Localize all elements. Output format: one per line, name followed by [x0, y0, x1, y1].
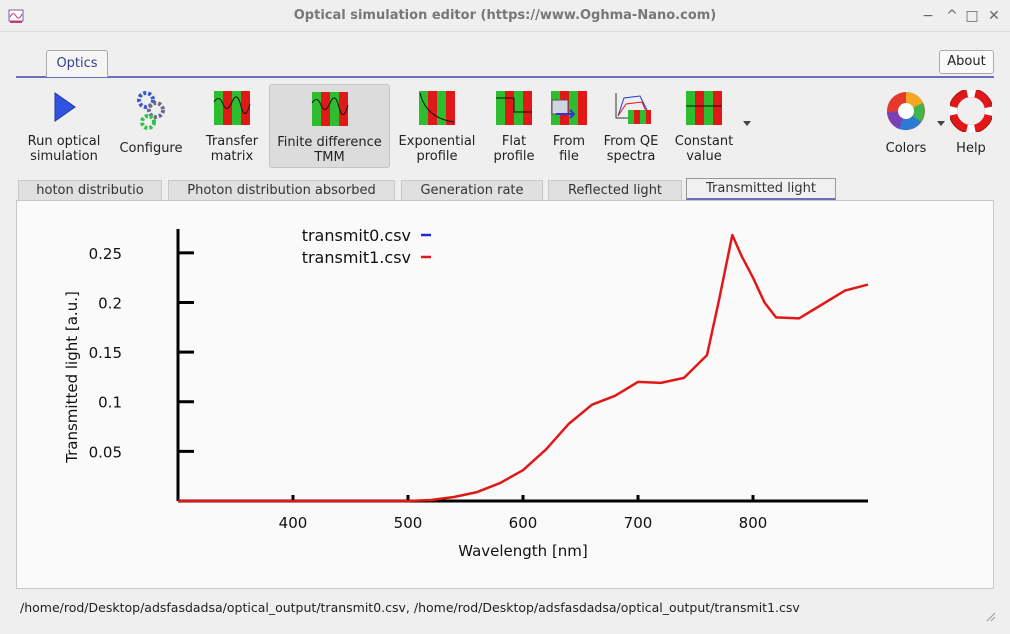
toolbar: Run optical simulation Configure Transfe… [16, 80, 996, 170]
from-qe-spectra-button[interactable]: From QE spectra [596, 84, 666, 168]
run-label-2: simulation [30, 149, 98, 164]
legend-label-1: transmit1.csv [302, 248, 411, 267]
x-tick-label: 400 [279, 514, 308, 532]
color-wheel-icon [887, 92, 925, 131]
x-axis-label: Wavelength [nm] [458, 542, 588, 560]
tab-optics[interactable]: Optics [46, 50, 108, 77]
app-icon [8, 9, 24, 23]
fdtmm-label-1: Finite difference [277, 135, 382, 150]
configure-label: Configure [119, 141, 183, 156]
colors-label: Colors [885, 141, 927, 156]
configure-button[interactable]: Configure [116, 84, 186, 168]
y-tick-label: 0.05 [89, 443, 122, 461]
x-tick-label: 800 [739, 514, 768, 532]
transfer-matrix-button[interactable]: Transfer matrix [192, 84, 272, 168]
play-icon [54, 92, 76, 122]
gears-icon [137, 91, 165, 130]
y-tick-label: 0.25 [89, 245, 122, 263]
y-axis-label: Transmitted light [a.u.] [63, 291, 81, 464]
flat-label-2: profile [493, 149, 535, 164]
constant-value-icon [686, 91, 722, 125]
colors-button[interactable]: Colors [876, 84, 936, 168]
qe-label-2: spectra [606, 149, 656, 164]
tab-transmitted-light[interactable]: Transmitted light [686, 178, 836, 200]
x-tick-label: 700 [624, 514, 653, 532]
help-button[interactable]: Help [946, 84, 996, 168]
y-tick-label: 0.15 [89, 344, 122, 362]
colors-dropdown-icon[interactable] [936, 120, 946, 128]
plot-area[interactable]: 400 500 600 700 800 0.05 0.1 0.15 0.2 0.25 transm… [16, 200, 994, 589]
minimize-button[interactable]: − [922, 8, 934, 24]
transfer-matrix-icon [213, 91, 251, 125]
tab-photon-distribution[interactable]: hoton distributio [18, 180, 162, 201]
chart-legend: transmit0.csv transmit1.csv [302, 226, 431, 267]
output-tabs: hoton distributio Photon distribution ab… [16, 178, 996, 202]
maximize-button[interactable]: □ [965, 8, 979, 24]
exp-label-2: profile [416, 149, 458, 164]
flat-profile-button[interactable]: Flat profile [486, 84, 542, 168]
tab-generation-rate[interactable]: Generation rate [401, 180, 543, 201]
chart-axes [176, 229, 868, 503]
fdtmm-label-2: TMM [314, 150, 345, 165]
flat-label-1: Flat [501, 134, 527, 149]
main-area: Optics About Run optical simulation Conf… [8, 40, 1002, 626]
run-label-1: Run optical [27, 134, 101, 149]
x-tick-label: 500 [394, 514, 423, 532]
exponential-profile-icon [419, 91, 455, 125]
y-tick-label: 0.1 [98, 394, 122, 412]
file-label-1: From [552, 134, 586, 149]
chart-ticks: 400 500 600 700 800 0.05 0.1 0.15 0.2 0.25 [89, 245, 768, 532]
transmitted-light-chart[interactable]: 400 500 600 700 800 0.05 0.1 0.15 0.2 0.25 transm… [17, 201, 993, 588]
tab-reflected-light[interactable]: Reflected light [548, 180, 682, 201]
exp-label-1: Exponential [398, 134, 476, 149]
status-bar: /home/rod/Desktop/adsfasdadsa/optical_ou… [20, 600, 800, 615]
flat-profile-icon [496, 91, 532, 125]
help-label: Help [956, 141, 986, 156]
resize-grip-icon[interactable] [984, 610, 996, 622]
qe-spectra-icon [615, 93, 651, 124]
chart-series [178, 233, 869, 503]
finite-difference-tmm-button[interactable]: Finite difference TMM [269, 84, 390, 168]
about-button[interactable]: About [939, 50, 994, 74]
from-file-icon [551, 91, 587, 125]
window-title: Optical simulation editor (https://www.O… [293, 8, 717, 23]
transfer-label-1: Transfer [205, 134, 259, 149]
x-tick-label: 600 [509, 514, 538, 532]
const-label-2: value [686, 149, 722, 164]
ribbon-tab-bar: Optics About [16, 50, 994, 78]
constant-value-button[interactable]: Constant value [668, 84, 740, 168]
title-bar: Optical simulation editor (https://www.O… [0, 0, 1010, 32]
series-line-1 [178, 233, 869, 503]
toolbar-overflow-dropdown-icon[interactable] [742, 120, 752, 128]
from-file-button[interactable]: From file [546, 84, 592, 168]
const-label-1: Constant [674, 134, 734, 149]
file-label-2: file [559, 149, 579, 164]
run-optical-simulation-button[interactable]: Run optical simulation [16, 84, 112, 168]
tab-photon-distribution-absorbed[interactable]: Photon distribution absorbed [168, 180, 395, 201]
y-tick-label: 0.2 [98, 294, 122, 312]
legend-label-0: transmit0.csv [302, 226, 411, 245]
lifebuoy-icon [950, 90, 992, 132]
qe-label-1: From QE [603, 134, 659, 149]
transfer-label-2: matrix [210, 149, 254, 164]
close-button[interactable]: ✕ [988, 8, 1000, 24]
restore-button[interactable]: ^ [946, 8, 958, 24]
exponential-profile-button[interactable]: Exponential profile [394, 84, 480, 168]
finite-difference-icon [311, 92, 348, 126]
